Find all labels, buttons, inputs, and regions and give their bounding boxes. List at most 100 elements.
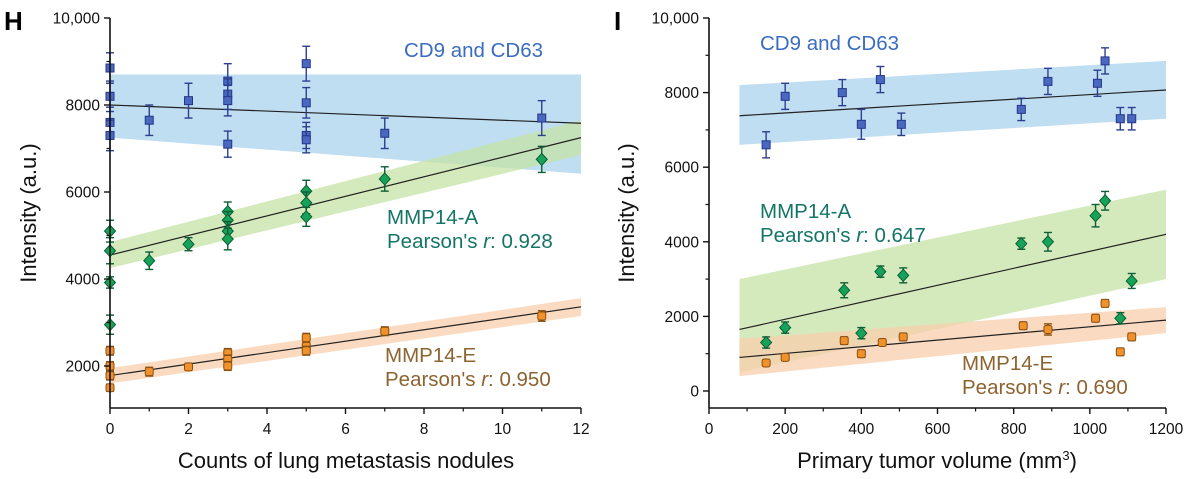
data-point [537, 311, 547, 321]
y-axis-label: Intensity (a.u.) [614, 143, 639, 282]
y-axis-label: Intensity (a.u.) [16, 143, 41, 282]
series-annotation: MMP14-A Pearson's r: 0.928 [387, 206, 553, 253]
data-point [223, 361, 233, 371]
y-tick-label: 2000 [665, 309, 700, 326]
y-tick-label: 4000 [665, 234, 700, 251]
series-annotation: CD9 and CD63 [760, 32, 899, 55]
confidence-band-1 [739, 189, 1166, 373]
data-point [761, 358, 771, 368]
y-tick-label: 8000 [66, 98, 101, 115]
data-point [301, 59, 311, 69]
fit-line-2 [739, 319, 1167, 359]
y-tick-label: 6000 [665, 160, 700, 177]
x-tick-label: 800 [1001, 421, 1027, 438]
data-point [301, 135, 311, 145]
y-tick-label: 10,000 [53, 11, 101, 28]
data-point [1043, 324, 1053, 334]
data-point [1115, 114, 1125, 124]
data-point [1098, 194, 1112, 208]
data-point [1016, 104, 1026, 114]
data-point [856, 119, 866, 129]
confidence-band-2 [739, 307, 1166, 377]
fit-line-1 [109, 137, 582, 256]
data-point [759, 335, 773, 350]
data-point [301, 333, 311, 343]
data-point [874, 264, 887, 279]
y-tick-label: 0 [690, 384, 699, 401]
x-tick-label: 0 [106, 421, 115, 438]
data-point [184, 362, 193, 372]
chart-panel-h: 0 2 4 6 8 10 12 2000 4000 6000 8000 10,000 Counts of… [4, 6, 590, 473]
data-point [839, 336, 849, 346]
data-point [182, 237, 195, 251]
data-point [856, 349, 866, 359]
data-point [780, 352, 790, 362]
data-point [1114, 311, 1127, 326]
data-point [1100, 298, 1110, 308]
series-annotation: MMP14-E Pearson's r: 0.690 [962, 352, 1128, 399]
data-point [380, 326, 390, 336]
x-tick-label: 400 [848, 421, 874, 438]
data-point [223, 96, 233, 106]
series-annotation: CD9 and CD63 [404, 39, 543, 62]
data-point [1041, 235, 1055, 249]
x-tick-label: 1200 [1149, 421, 1184, 438]
series-annotation: MMP14-A Pearson's r: 0.647 [760, 200, 926, 247]
x-axis-label: Primary tumor volume (mm3) [797, 448, 1077, 473]
data-point [896, 119, 906, 129]
data-point [1100, 56, 1110, 66]
panel-label: H [4, 6, 23, 36]
fit-line-0 [739, 89, 1167, 117]
data-point [301, 346, 311, 356]
chart-panel-i: 0 200 400 600 800 1000 1200 0 2000 4000 6000 8000 10… [614, 6, 1184, 473]
panel-label: I [614, 6, 621, 36]
data-point [144, 115, 154, 125]
data-point [1092, 78, 1102, 88]
data-point [897, 268, 910, 283]
y-tick-label: 6000 [66, 185, 101, 202]
data-point [223, 139, 233, 149]
x-tick-label: 4 [263, 421, 272, 438]
x-tick-label: 600 [925, 421, 951, 438]
x-tick-label: 1000 [1073, 421, 1108, 438]
data-point [1125, 274, 1138, 288]
data-point [780, 91, 790, 101]
data-point [1091, 313, 1101, 323]
x-tick-label: 8 [420, 421, 429, 438]
data-point [143, 253, 156, 268]
data-point [837, 88, 847, 98]
x-tick-label: 6 [341, 421, 350, 438]
data-point [535, 152, 548, 167]
data-point [778, 320, 792, 335]
data-point [1018, 321, 1028, 331]
data-point [380, 128, 390, 138]
data-point [221, 232, 234, 246]
data-point [184, 96, 193, 106]
y-tick-label: 2000 [66, 359, 101, 376]
fit-line-1 [739, 233, 1167, 331]
data-point [301, 98, 311, 108]
data-point [875, 75, 885, 85]
data-point [537, 113, 547, 123]
data-point [855, 326, 868, 340]
x-tick-label: 10 [494, 421, 512, 438]
data-point [838, 283, 851, 298]
x-axis-label: Counts of lung metastasis nodules [178, 448, 514, 473]
fit-line-2 [109, 306, 582, 377]
y-tick-label: 10,000 [652, 11, 700, 28]
x-tick-label: 2 [184, 421, 193, 438]
x-tick-label: 0 [705, 421, 714, 438]
data-point [1015, 236, 1028, 251]
data-point [761, 140, 771, 150]
data-point [1127, 332, 1137, 342]
data-point [1115, 347, 1125, 357]
x-tick-label: 12 [572, 421, 589, 438]
data-point [898, 332, 908, 342]
data-point [877, 338, 887, 348]
data-point [144, 367, 154, 377]
data-point [1127, 114, 1137, 124]
data-point [378, 172, 391, 186]
data-point [1043, 76, 1053, 86]
